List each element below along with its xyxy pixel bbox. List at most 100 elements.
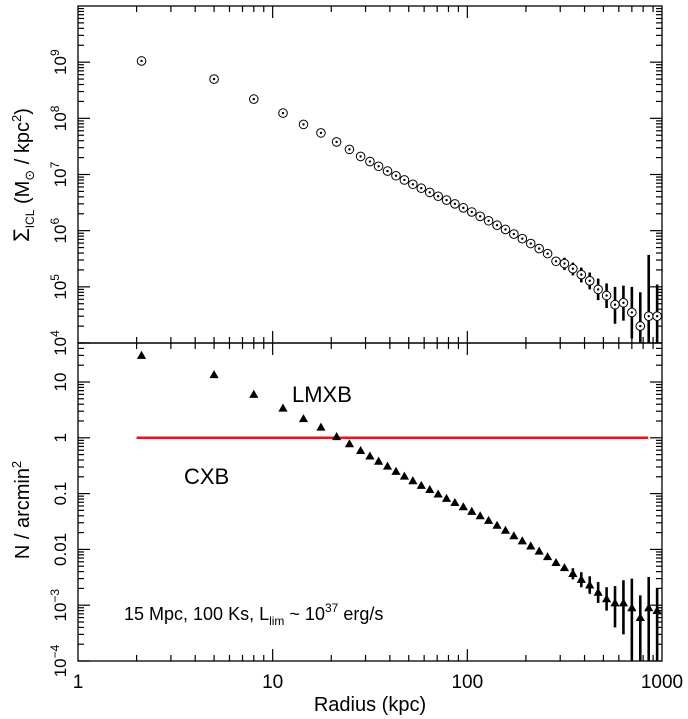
annotation-main: 15 Mpc, 100 Ks, L (124, 604, 269, 624)
top-y-axis-label: ΣICL (M⊙ / kpc2) (9, 108, 37, 242)
icl-point (424, 187, 435, 198)
icl-point (408, 179, 418, 190)
icl-point (635, 321, 646, 331)
lmxb-point (551, 558, 561, 567)
lmxb-point (249, 389, 259, 398)
lmxb-point (344, 439, 355, 448)
cxb-label: CXB (184, 464, 229, 489)
lmxb-point (576, 574, 586, 583)
y-label-sigma-sub: ICL (23, 209, 37, 228)
lmxb-point (475, 511, 485, 520)
icl-point (568, 263, 578, 274)
icl-point (458, 203, 469, 213)
lmxb-point (467, 506, 477, 515)
y-tick-label: 0.1 (51, 482, 70, 506)
lmxb-point (331, 432, 342, 441)
x-tick-labels: 1 10 100 1000 (73, 672, 683, 693)
annotation-tail: erg/s (338, 604, 383, 624)
lmxb-point (652, 606, 662, 615)
icl-point (576, 269, 587, 280)
y-label-open: (M (12, 181, 34, 210)
x-tick-label: 1000 (641, 672, 683, 693)
lmxb-point (399, 471, 409, 480)
lmxb-point (593, 587, 603, 596)
icl-data-points (136, 56, 662, 331)
top-panel-ticks (78, 6, 662, 344)
annotation-sub: lim (269, 614, 284, 628)
y-label-close: ) (12, 108, 34, 115)
lmxb-point (209, 370, 219, 379)
x-tick-label: 10 (262, 672, 283, 693)
lmxb-point (373, 456, 384, 465)
y-label-unit-sup: 2 (9, 115, 24, 122)
y-tick-label: 105 (48, 274, 70, 300)
lmxb-point (433, 489, 443, 498)
lmxb-point (635, 612, 645, 622)
lmxb-error-bars (571, 568, 659, 661)
y-label-n-text: N / arcmin (12, 468, 34, 559)
y-tick-label: 10 (51, 373, 70, 392)
icl-point (316, 128, 326, 138)
icl-point (643, 311, 654, 322)
y-tick-label: 104 (48, 330, 70, 356)
y-tick-label: 108 (48, 105, 70, 131)
icl-point (483, 215, 494, 226)
lmxb-data-points (136, 350, 662, 622)
lmxb-point (526, 541, 536, 550)
lmxb-point (601, 594, 612, 603)
icl-point (278, 108, 288, 118)
lmxb-point (568, 568, 578, 577)
lmxb-point (365, 451, 375, 460)
icl-point (298, 119, 309, 130)
lmxb-point (458, 502, 468, 511)
y-tick-label: 0.01 (51, 533, 70, 566)
y-label-sigma: Σ (9, 228, 34, 242)
icl-point (391, 170, 401, 181)
lmxb-point (618, 598, 629, 607)
icl-point (355, 151, 366, 162)
icl-point (492, 220, 502, 231)
top-panel-frame (77, 5, 663, 344)
lmxb-point (509, 531, 519, 540)
lmxb-point (391, 466, 401, 475)
icl-point (365, 156, 375, 167)
lmxb-point (450, 497, 460, 507)
annotation-sup: 37 (325, 601, 339, 615)
y-tick-label: 107 (48, 161, 70, 187)
icl-point (344, 144, 355, 155)
icl-point (509, 229, 519, 239)
lmxb-point (382, 461, 393, 470)
lmxb-point (483, 515, 494, 524)
lmxb-point (542, 552, 553, 561)
bottom-y-tick-labels: 10−4 10−3 0.01 0.1 1 10 (48, 373, 70, 678)
icl-point (441, 195, 452, 205)
icl-point (584, 276, 595, 286)
icl-point (433, 191, 443, 202)
bottom-y-axis-label: N / arcmin2 (9, 461, 34, 559)
icl-point (542, 248, 553, 259)
y-tick-label: 10−3 (48, 589, 70, 622)
icl-point (610, 299, 620, 310)
annotation-mid: ~ 10 (284, 604, 325, 624)
lmxb-point (441, 493, 452, 502)
icl-point (399, 175, 410, 185)
icl-point (559, 258, 570, 269)
lmxb-point (136, 350, 147, 359)
icl-point (136, 56, 147, 66)
annotation: 15 Mpc, 100 Ks, Llim ~ 1037 erg/s (124, 601, 383, 628)
lmxb-point (500, 525, 511, 534)
lmxb-point (298, 414, 309, 423)
y-tick-label: 1 (51, 433, 70, 442)
lmxb-point (416, 480, 426, 489)
icl-point (627, 307, 637, 318)
icl-point (652, 311, 662, 322)
lmxb-point (534, 546, 544, 555)
icl-point (534, 243, 544, 254)
lmxb-point (644, 603, 654, 612)
lmxb-point (408, 476, 418, 485)
icl-point (209, 74, 219, 84)
y-label-n-sup: 2 (9, 461, 24, 468)
icl-point (373, 161, 384, 172)
x-tick-label: 1 (73, 672, 84, 693)
